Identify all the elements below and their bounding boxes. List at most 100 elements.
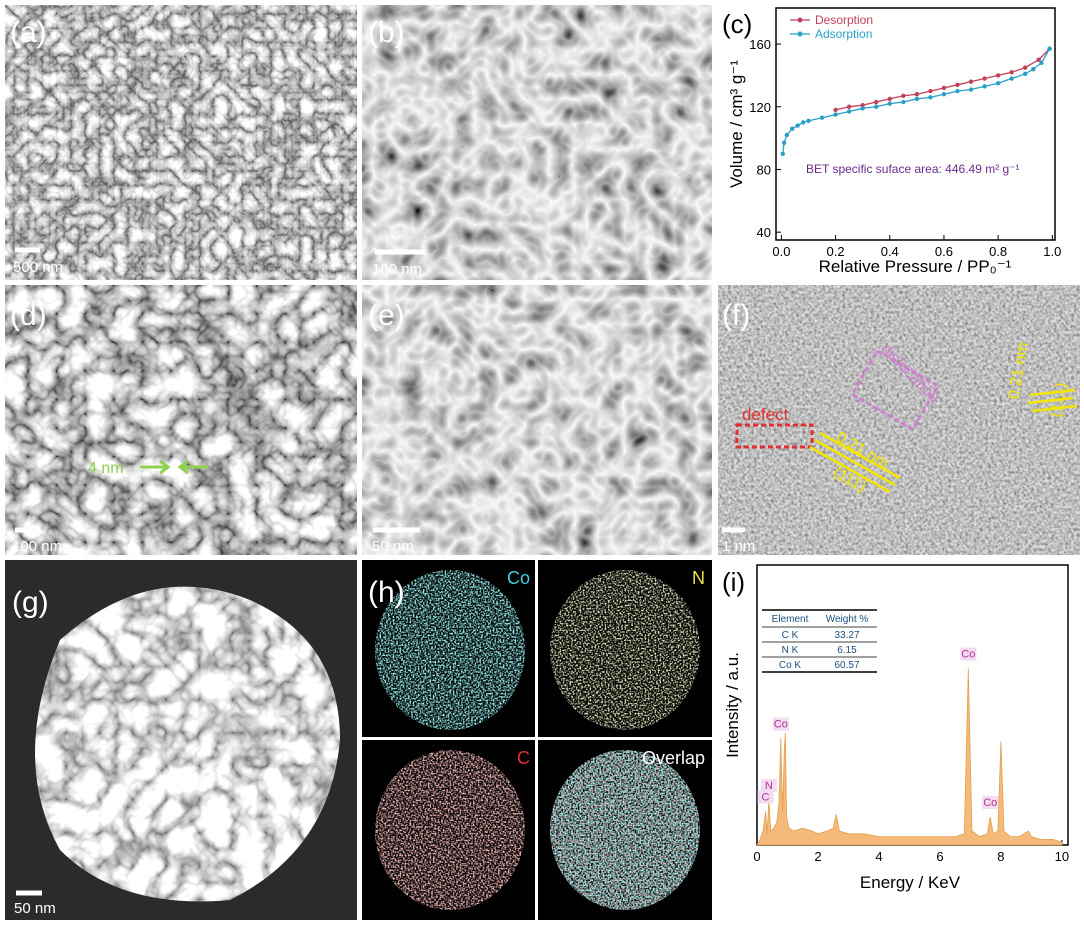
tem-image bbox=[362, 5, 712, 280]
panel-f: (f) defect dislocation 0.21 nm (111) 0.2… bbox=[718, 285, 1080, 555]
panel-g: (g) 50 nm bbox=[5, 560, 357, 920]
point bbox=[1009, 70, 1014, 75]
panel-label: (f) bbox=[722, 299, 750, 332]
legend-label: Adsorption bbox=[815, 27, 872, 41]
point bbox=[833, 112, 838, 117]
point bbox=[860, 102, 865, 108]
point bbox=[914, 96, 920, 102]
y-tick-label: 80 bbox=[757, 162, 771, 177]
peak-label: Co bbox=[961, 649, 975, 661]
y-tick-label: 160 bbox=[749, 37, 771, 52]
point bbox=[982, 84, 987, 89]
x-tick-label: 0.0 bbox=[772, 244, 790, 259]
n-map bbox=[550, 570, 700, 730]
annotation: BET specific suface area: 446.49 m² g⁻¹ bbox=[806, 162, 1020, 176]
plot-frame bbox=[775, 7, 1056, 241]
annotation: defect bbox=[742, 405, 789, 424]
point bbox=[995, 81, 1001, 86]
x-tick-label: 0.2 bbox=[827, 244, 845, 259]
point bbox=[846, 104, 852, 109]
table-cell: Co K bbox=[779, 660, 802, 671]
point bbox=[901, 99, 906, 105]
point bbox=[1023, 71, 1028, 77]
table-cell: 60.57 bbox=[834, 660, 859, 671]
legend-marker bbox=[797, 31, 803, 37]
y-axis-label: Intensity / a.u. bbox=[723, 652, 742, 758]
scale-label: 50 nm bbox=[14, 900, 56, 917]
point bbox=[887, 96, 892, 102]
tem-image bbox=[362, 285, 712, 555]
sem-image bbox=[5, 5, 357, 280]
annotation: (111) bbox=[1047, 381, 1070, 418]
panel-d: (d) 4 nm 100 nm bbox=[5, 285, 357, 555]
point bbox=[955, 88, 960, 94]
peak-label-box bbox=[960, 647, 977, 661]
point bbox=[941, 85, 947, 91]
panel-label: (i) bbox=[722, 567, 745, 597]
point bbox=[914, 92, 920, 97]
overlap-map bbox=[550, 750, 700, 910]
plot-frame bbox=[756, 564, 1069, 846]
annotation: 4 nm bbox=[88, 460, 124, 477]
panel-b: (b) 100 nm bbox=[362, 5, 712, 280]
point bbox=[1023, 65, 1028, 70]
point bbox=[887, 101, 892, 106]
point bbox=[928, 88, 933, 94]
point bbox=[874, 99, 879, 105]
point bbox=[1036, 57, 1041, 62]
point bbox=[1009, 76, 1014, 81]
point bbox=[784, 132, 790, 138]
table-header: Weight % bbox=[826, 614, 869, 625]
point bbox=[819, 115, 825, 120]
x-tick-label: 10 bbox=[1055, 849, 1069, 864]
panel-label: (e) bbox=[368, 299, 405, 332]
scale-label: 100 nm bbox=[372, 261, 422, 278]
haadf-image bbox=[35, 586, 340, 902]
point bbox=[790, 126, 795, 131]
point bbox=[941, 92, 947, 97]
y-tick-label: 40 bbox=[757, 225, 771, 240]
point bbox=[846, 109, 852, 114]
x-tick-label: 1.0 bbox=[1043, 244, 1061, 259]
y-tick-label: 120 bbox=[749, 100, 771, 115]
map-label: Co bbox=[507, 568, 530, 588]
x-tick-label: 4 bbox=[875, 849, 882, 864]
point bbox=[901, 93, 906, 98]
peak-label: N bbox=[765, 780, 773, 792]
point bbox=[806, 118, 811, 124]
point bbox=[995, 73, 1001, 78]
panel-label: (h) bbox=[368, 576, 405, 609]
c-map bbox=[375, 750, 525, 910]
legend-marker bbox=[797, 17, 803, 23]
x-axis-label: Energy / KeV bbox=[860, 873, 961, 892]
panel-e: (e) 50 nm bbox=[362, 285, 712, 555]
x-tick-label: 8 bbox=[997, 849, 1004, 864]
sem-image bbox=[5, 285, 357, 555]
scale-label: 100 nm bbox=[12, 538, 62, 555]
map-label: N bbox=[692, 568, 705, 588]
panel-label: (d) bbox=[10, 299, 47, 332]
point bbox=[860, 106, 865, 111]
table-header: Element bbox=[772, 614, 809, 625]
point bbox=[1031, 66, 1036, 72]
scale-label: 50 nm bbox=[372, 538, 414, 555]
series-line bbox=[782, 48, 1051, 154]
point bbox=[968, 79, 974, 84]
point bbox=[928, 95, 933, 100]
panel-h: (h) Co N C Overlap bbox=[362, 560, 712, 920]
table-cell: 33.27 bbox=[834, 630, 859, 641]
map-label: C bbox=[517, 748, 530, 768]
peak-label-box bbox=[760, 779, 777, 793]
point bbox=[781, 140, 787, 146]
point bbox=[955, 82, 960, 88]
co-map bbox=[375, 570, 525, 730]
dislocation-box bbox=[850, 348, 940, 432]
x-tick-label: 0.6 bbox=[935, 244, 953, 259]
point bbox=[1039, 60, 1044, 66]
lattice-marker bbox=[809, 431, 901, 494]
peak-label-box bbox=[757, 790, 774, 804]
table-cell: C K bbox=[782, 630, 799, 641]
x-tick-label: 0.8 bbox=[989, 244, 1007, 259]
